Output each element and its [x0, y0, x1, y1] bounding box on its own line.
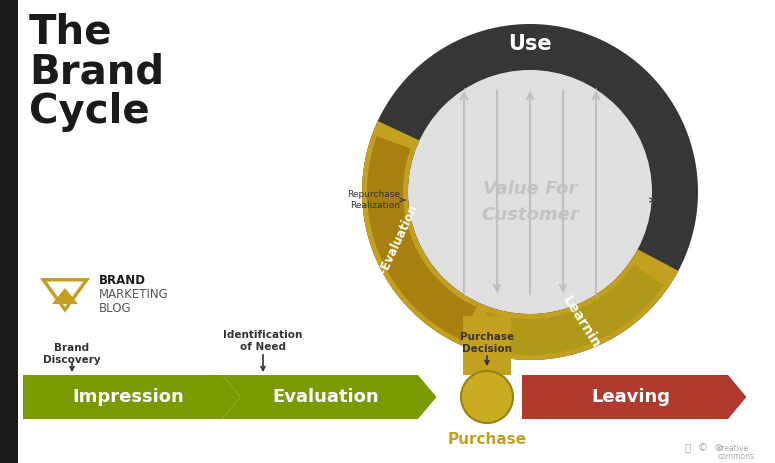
Text: Identification
of Need: Identification of Need — [223, 330, 303, 351]
Polygon shape — [367, 136, 477, 340]
Polygon shape — [362, 121, 478, 344]
Text: Evaluation: Evaluation — [272, 388, 379, 406]
Text: commons: commons — [718, 452, 755, 461]
Text: Value For
Customer: Value For Customer — [481, 181, 579, 224]
Polygon shape — [522, 375, 746, 419]
Text: MARKETING: MARKETING — [99, 288, 169, 301]
Polygon shape — [474, 265, 663, 355]
Circle shape — [408, 70, 652, 314]
Text: Use: Use — [508, 34, 552, 54]
Text: The: The — [29, 12, 112, 52]
Circle shape — [461, 371, 513, 423]
Polygon shape — [52, 288, 78, 304]
Text: Leaving: Leaving — [591, 388, 670, 406]
Text: Purchase
Decision: Purchase Decision — [460, 332, 514, 354]
Text: BLOG: BLOG — [99, 302, 132, 315]
Circle shape — [362, 24, 698, 360]
Text: Brand
Discovery: Brand Discovery — [43, 343, 101, 364]
Text: Impression: Impression — [72, 388, 184, 406]
Polygon shape — [222, 375, 436, 419]
Text: Cycle: Cycle — [29, 92, 150, 132]
Text: BRAND: BRAND — [99, 274, 146, 287]
Text: creative: creative — [718, 444, 749, 453]
Text: Learning: Learning — [560, 294, 608, 359]
Bar — [0, 0, 18, 463]
Text: Repurchase
Realization: Repurchase Realization — [347, 190, 400, 210]
Polygon shape — [459, 249, 678, 360]
Text: Re-Evaluation: Re-Evaluation — [370, 202, 421, 291]
Circle shape — [408, 70, 652, 314]
Text: ⓘ  ©  ⊛: ⓘ © ⊛ — [685, 443, 723, 453]
Polygon shape — [23, 375, 240, 419]
Text: Point of
Fluency: Point of Fluency — [660, 190, 695, 210]
Text: Purchase: Purchase — [447, 432, 526, 447]
Polygon shape — [463, 316, 511, 375]
Text: Brand: Brand — [29, 52, 164, 92]
